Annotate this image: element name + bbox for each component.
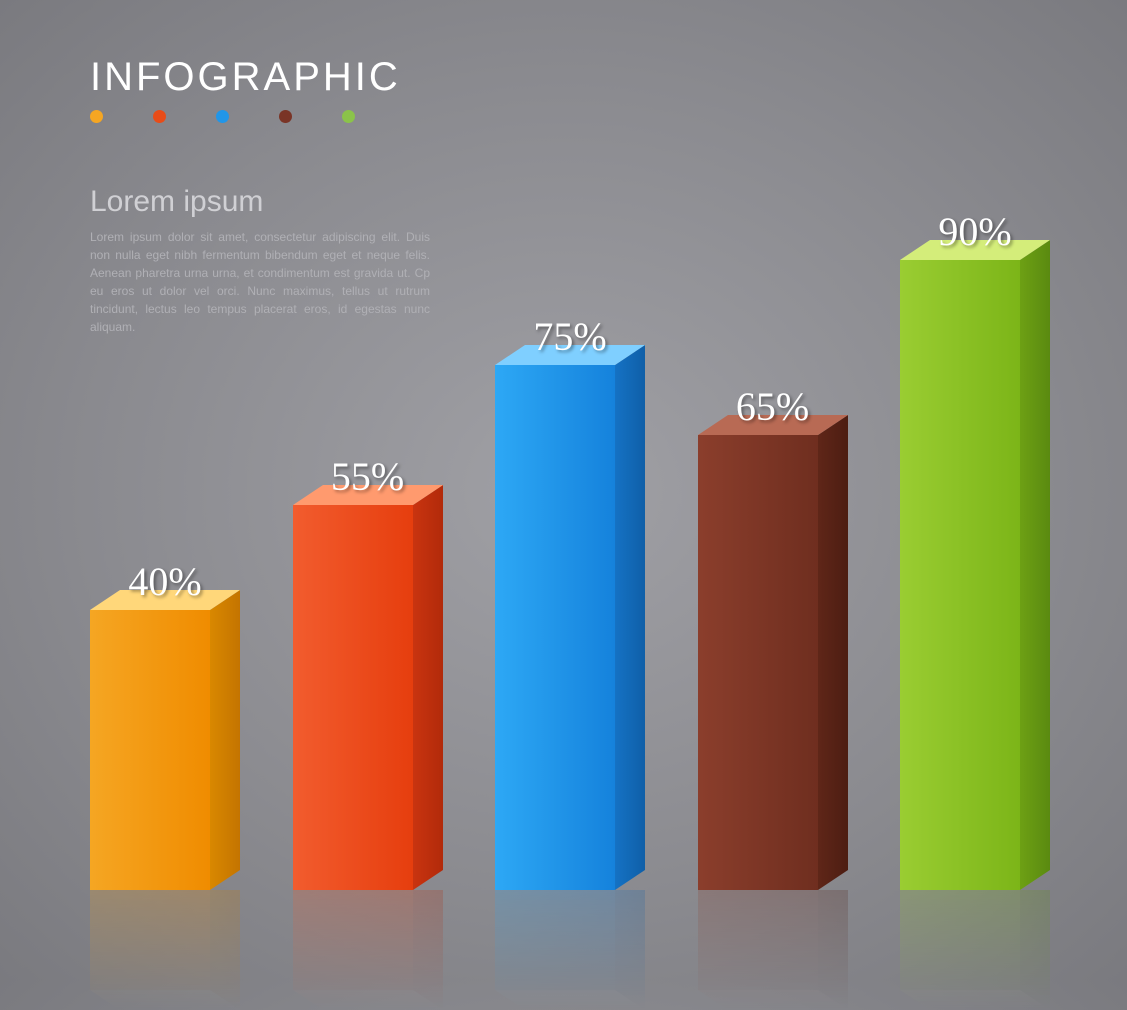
bar-2: 75% (495, 365, 645, 890)
bar-shape-1 (293, 485, 443, 890)
bar-reflection-4 (900, 890, 1050, 1010)
bar-1: 55% (293, 505, 443, 890)
bar-shape-0 (90, 590, 240, 890)
bar-label-3: 65% (698, 383, 848, 430)
header: INFOGRAPHIC (90, 55, 401, 123)
bar-shape-3 (698, 415, 848, 890)
bar-label-2: 75% (495, 313, 645, 360)
legend-dot-3 (279, 110, 292, 123)
legend-dots (90, 110, 401, 123)
bar-reflection-0 (90, 890, 240, 1010)
bar-reflection-2 (495, 890, 645, 1010)
bar-shape-4 (900, 240, 1050, 890)
legend-dot-0 (90, 110, 103, 123)
bar-0: 40% (90, 610, 240, 890)
bar-reflection-1 (293, 890, 443, 1010)
legend-dot-1 (153, 110, 166, 123)
bar-4: 90% (900, 260, 1050, 890)
legend-dot-2 (216, 110, 229, 123)
bar-3: 65% (698, 435, 848, 890)
bar-label-1: 55% (293, 453, 443, 500)
page-title: INFOGRAPHIC (90, 55, 401, 100)
legend-dot-4 (342, 110, 355, 123)
bar-shape-2 (495, 345, 645, 890)
bar-chart: 40% 55% 75% 65% 90% (90, 160, 1050, 890)
bar-reflection-3 (698, 890, 848, 1010)
bar-label-4: 90% (900, 208, 1050, 255)
bar-label-0: 40% (90, 558, 240, 605)
